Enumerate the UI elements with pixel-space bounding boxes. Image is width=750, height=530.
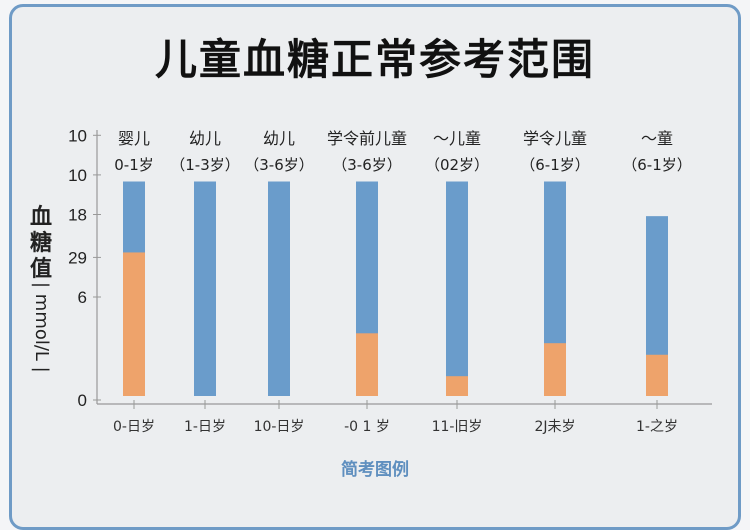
x-tick-label: 1-之岁 [636, 419, 678, 435]
y-tick-label: 29 [68, 248, 87, 267]
category-label-age: （6-1岁） [622, 156, 692, 174]
x-tick-label: 1-日岁 [184, 419, 226, 435]
bar-upper-segment [268, 181, 290, 396]
bar-lower-segment [646, 354, 668, 396]
x-tick-label: 10-日岁 [254, 419, 305, 435]
category-label-top: ～儿童 [433, 129, 481, 148]
y-tick-label: 10 [68, 166, 87, 185]
y-tick-label: 10 [68, 126, 87, 145]
category-label-top: 婴儿 [118, 129, 150, 148]
bar-upper-segment [544, 181, 566, 396]
x-tick-label: 11-旧岁 [432, 419, 483, 435]
y-axis-label: 血糖值 [29, 205, 52, 282]
chart-title: 儿童血糖正常参考范围 [154, 35, 595, 84]
category-label-age: 0-1岁 [114, 156, 154, 174]
bar-lower-segment [123, 252, 145, 396]
legend-title: 简考图例 [341, 460, 409, 480]
x-tick-label: 0-日岁 [113, 419, 155, 435]
bar-lower-segment [446, 376, 468, 396]
bar-upper-segment [446, 181, 468, 396]
bar-upper-segment [194, 181, 216, 396]
category-label-top: 幼儿 [189, 129, 221, 148]
category-label-top: ～童 [641, 129, 673, 148]
category-label-age: （02岁） [425, 156, 489, 174]
category-label-top: 学令前儿童 [327, 129, 407, 148]
category-label-age: （6-1岁） [520, 156, 590, 174]
category-label-age: （3-6岁） [244, 156, 314, 174]
y-tick-label: 6 [78, 288, 87, 307]
category-label-top: 学令儿童 [523, 129, 587, 148]
bar-chart: 10 10 18 29 6 0 婴儿 0-1岁 0-日岁 幼儿 （1-3岁） 1-日岁 幼儿 （3-6岁）… [68, 126, 712, 435]
bar-upper-segment [646, 216, 668, 396]
category-label-age: （3-6岁） [332, 156, 402, 174]
x-tick-label: 2J未岁 [534, 419, 575, 435]
category-label-top: 幼儿 [263, 129, 295, 148]
y-tick-label: 18 [68, 206, 87, 225]
bar-lower-segment [356, 333, 378, 396]
y-tick-label: 0 [78, 391, 87, 410]
x-tick-label: -0 1 岁 [344, 419, 390, 435]
bar-lower-segment [544, 343, 566, 396]
category-label-age: （1-3岁） [170, 156, 240, 174]
